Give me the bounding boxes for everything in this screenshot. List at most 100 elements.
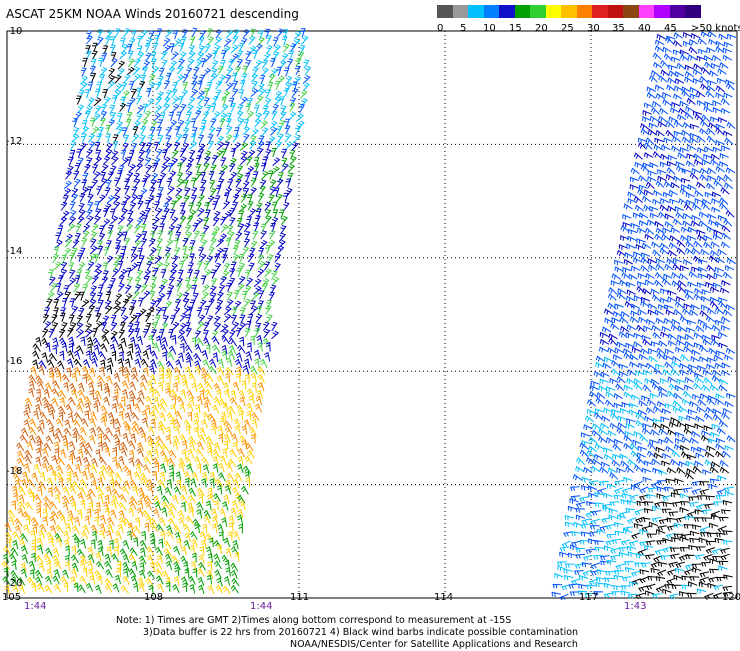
- wind-barb: [105, 133, 111, 143]
- wind-barb: [717, 116, 728, 123]
- wind-barb: [621, 585, 631, 590]
- wind-barb: [713, 501, 724, 507]
- wind-barb: [112, 261, 120, 271]
- wind-barb: [94, 269, 103, 278]
- wind-barb: [171, 88, 178, 98]
- wind-barb: [156, 90, 165, 100]
- wind-barb: [625, 422, 635, 429]
- wind-barb: [157, 186, 164, 197]
- wind-barb: [651, 324, 661, 332]
- wind-barb: [210, 277, 218, 288]
- wind-barb: [216, 141, 225, 151]
- colorbar-swatch: [669, 5, 686, 18]
- wind-barb: [725, 82, 735, 91]
- wind-barb: [723, 309, 733, 317]
- wind-barb: [184, 224, 192, 234]
- wind-barb: [723, 92, 733, 99]
- wind-barb: [144, 42, 151, 53]
- wind-barb: [658, 518, 669, 525]
- colorbar-swatch: [576, 5, 593, 18]
- wind-barb: [715, 350, 726, 356]
- wind-barb: [630, 570, 641, 577]
- wind-barb: [196, 501, 204, 511]
- wind-barb: [197, 382, 206, 392]
- wind-barb: [659, 247, 669, 255]
- wind-barb: [206, 447, 213, 458]
- wind-barb: [185, 425, 191, 436]
- wind-barb: [187, 269, 194, 279]
- wind-barb: [158, 284, 166, 294]
- wind-barb: [667, 333, 677, 340]
- wind-barb: [168, 111, 175, 122]
- wind-barb: [723, 174, 733, 182]
- wind-barb: [586, 450, 596, 458]
- wind-barb: [85, 350, 91, 360]
- wind-barb: [271, 330, 280, 340]
- wind-barb: [127, 210, 134, 220]
- wind-barb: [11, 500, 17, 510]
- wind-barb: [254, 403, 262, 413]
- wind-barb: [643, 189, 654, 196]
- wind-barb: [169, 315, 176, 325]
- wind-barb: [670, 107, 680, 114]
- wind-barb: [249, 140, 257, 150]
- wind-barb: [73, 366, 81, 376]
- wind-barb: [51, 470, 56, 481]
- wind-barb: [101, 276, 109, 286]
- wind-barb: [221, 517, 228, 527]
- wind-barb: [228, 458, 237, 468]
- colorbar-label: 30: [587, 23, 600, 34]
- lat-label-20: -20: [6, 578, 23, 589]
- wind-barb: [128, 328, 135, 338]
- wind-barb: [176, 178, 185, 188]
- wind-barb: [624, 430, 634, 437]
- wind-barb: [635, 412, 645, 420]
- wind-barb: [119, 321, 126, 332]
- wind-barb: [171, 103, 180, 113]
- wind-barb: [128, 306, 135, 316]
- wind-barb: [225, 462, 233, 472]
- wind-barb: [623, 384, 634, 391]
- wind-barb: [246, 165, 255, 175]
- wind-barb: [114, 530, 122, 540]
- colorbar-swatch: [468, 5, 484, 18]
- wind-barb: [715, 92, 725, 99]
- wind-barb: [118, 165, 125, 175]
- wind-barb: [168, 224, 176, 235]
- wind-barb: [715, 443, 725, 450]
- wind-barb: [696, 55, 706, 62]
- wind-barb: [103, 96, 111, 106]
- wind-barb: [114, 574, 121, 585]
- wind-barb: [629, 316, 640, 324]
- wind-barb: [171, 96, 180, 105]
- wind-barb: [255, 395, 263, 406]
- wind-barb: [701, 114, 711, 123]
- wind-barb: [257, 366, 266, 376]
- wind-barb: [672, 263, 682, 272]
- wind-barb: [11, 560, 17, 571]
- wind-barb: [157, 381, 164, 392]
- wind-barb: [684, 554, 695, 560]
- wind-barb: [710, 249, 720, 257]
- wind-barb: [666, 467, 677, 474]
- wind-barb: [188, 373, 196, 383]
- wind-barb: [63, 187, 72, 197]
- wind-barb: [136, 269, 144, 279]
- wind-barb: [43, 442, 52, 452]
- wind-barb: [684, 515, 695, 521]
- wind-barb: [638, 362, 648, 369]
- wind-barb: [688, 408, 698, 415]
- wind-barb: [223, 313, 232, 323]
- wind-barb: [609, 412, 619, 420]
- wind-barb: [120, 337, 127, 348]
- wind-barb: [31, 544, 36, 555]
- wind-barb: [607, 347, 617, 354]
- wind-barb: [120, 201, 128, 211]
- wind-barb: [65, 545, 70, 556]
- wind-barb: [678, 107, 688, 115]
- wind-barb: [655, 263, 665, 271]
- wind-barb: [215, 185, 222, 195]
- wind-barb: [237, 104, 244, 114]
- wind-barb: [693, 332, 703, 339]
- wind-barb: [711, 548, 722, 555]
